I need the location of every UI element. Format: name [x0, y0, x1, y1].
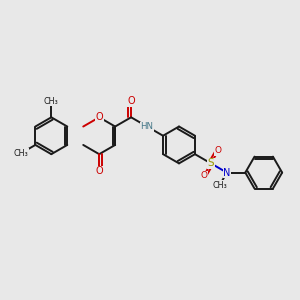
Text: N: N [223, 168, 231, 178]
Text: O: O [200, 171, 207, 180]
Text: HN: HN [141, 122, 154, 131]
Text: S: S [208, 158, 214, 168]
Text: O: O [95, 112, 103, 122]
Text: CH₃: CH₃ [44, 97, 59, 106]
Text: O: O [95, 166, 103, 176]
Text: O: O [214, 146, 222, 155]
Text: CH₃: CH₃ [212, 181, 227, 190]
Text: O: O [127, 96, 135, 106]
Text: CH₃: CH₃ [14, 148, 29, 158]
